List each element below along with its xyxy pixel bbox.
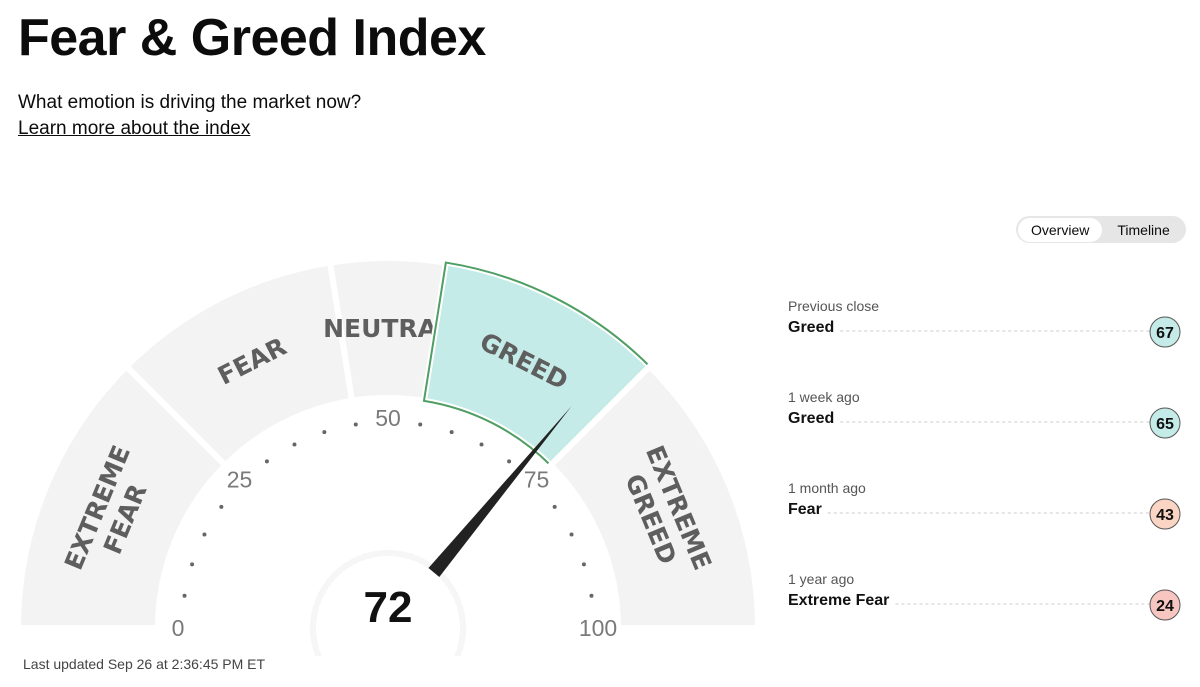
minor-tick	[569, 532, 574, 537]
tab-overview[interactable]: Overview	[1018, 217, 1103, 242]
tab-timeline[interactable]: Timeline	[1117, 221, 1170, 238]
history-badge	[1149, 316, 1181, 348]
history-period: 1 year ago	[788, 571, 854, 587]
history-label: Fear	[788, 501, 822, 518]
gauge-segment	[546, 362, 762, 631]
minor-tick	[479, 442, 484, 447]
minor-tick	[449, 430, 454, 435]
history-badge	[1149, 589, 1181, 621]
history-period: 1 week ago	[788, 389, 860, 405]
view-toggle: Overview Timeline	[1016, 216, 1186, 243]
minor-tick	[581, 562, 586, 567]
minor-tick	[589, 593, 594, 598]
minor-tick	[292, 442, 297, 447]
history-value: 65	[1156, 416, 1174, 433]
history-period: 1 month ago	[788, 480, 866, 496]
tick-label: 100	[579, 615, 617, 641]
page-title: Fear & Greed Index	[18, 9, 486, 67]
tick-label: 50	[375, 405, 401, 431]
learn-more-link[interactable]: Learn more about the index	[18, 118, 251, 139]
tick-label: 0	[172, 615, 185, 641]
history-label: Extreme Fear	[788, 592, 889, 609]
history-label: Greed	[788, 410, 834, 427]
minor-tick	[182, 593, 187, 598]
minor-tick	[353, 422, 358, 427]
history-value: 67	[1156, 325, 1174, 342]
history-period: Previous close	[788, 298, 879, 314]
minor-tick	[202, 532, 207, 537]
history-label: Greed	[788, 319, 834, 336]
minor-tick	[190, 562, 195, 567]
history-value: 24	[1156, 598, 1174, 615]
center-disk	[316, 556, 460, 656]
last-updated: Last updated Sep 26 at 2:36:45 PM ET	[23, 656, 266, 672]
history-value: 43	[1156, 507, 1174, 524]
minor-tick	[219, 504, 224, 509]
minor-tick	[264, 459, 269, 464]
tick-label: 75	[524, 467, 550, 493]
gauge-value: 72	[364, 583, 413, 632]
tick-label: 25	[227, 467, 253, 493]
history-badge	[1149, 407, 1181, 439]
needle	[428, 406, 572, 577]
minor-tick	[507, 459, 512, 464]
minor-tick	[418, 422, 423, 427]
minor-tick	[322, 430, 327, 435]
subtitle: What emotion is driving the market now?	[18, 92, 362, 113]
history-badge	[1149, 498, 1181, 530]
minor-tick	[552, 504, 557, 509]
